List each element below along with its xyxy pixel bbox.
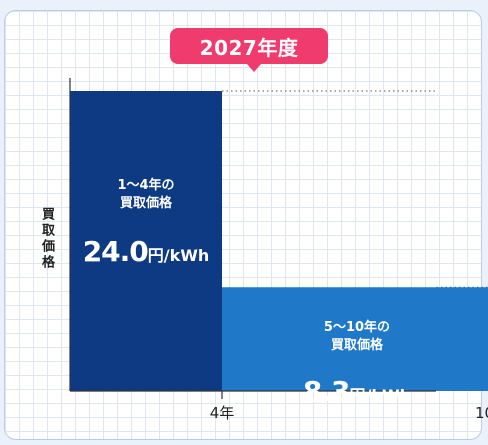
bar-2-label: 5〜10年の 買取価格: [323, 320, 391, 354]
bar-1: [70, 91, 222, 391]
bar-1-label: 1〜4年の 買取価格: [117, 178, 175, 211]
y-axis-label: 買取価格: [39, 207, 54, 271]
chart-title-badge: 2027年度: [170, 28, 328, 72]
bar-1-value: 24.0円/kWh: [82, 235, 210, 268]
bar-2: [222, 287, 488, 391]
bar-2-value: 8.3円/kWh: [302, 375, 412, 409]
x-tick-10-years: 10年: [474, 404, 488, 422]
x-tick-4-years: 4年: [209, 404, 235, 422]
